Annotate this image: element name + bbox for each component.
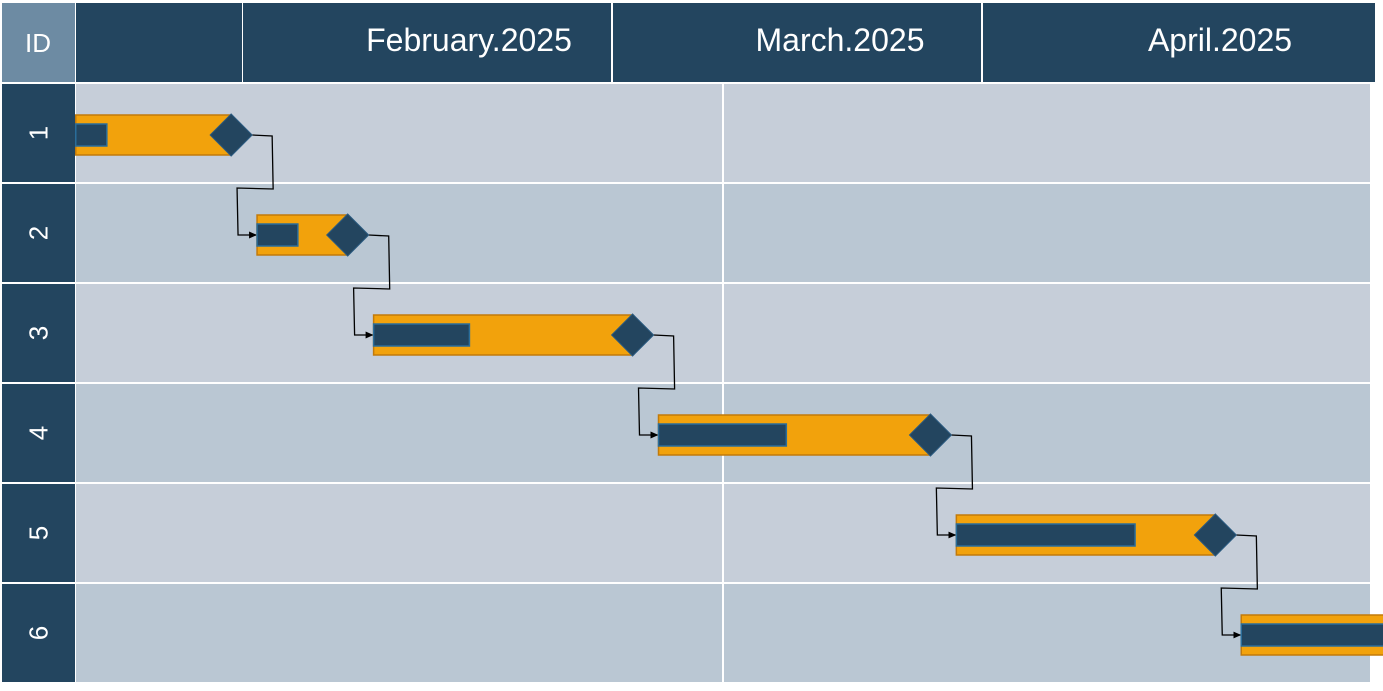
header-month-april: April.2025 — [1148, 22, 1292, 58]
task-progress — [75, 123, 108, 147]
dependency-links — [236, 134, 1259, 639]
milestone-diamond[interactable] — [1193, 513, 1238, 557]
task-id-label: 1 — [24, 126, 54, 140]
header-month-march: March.2025 — [756, 22, 925, 58]
task-id-label: 4 — [24, 426, 54, 440]
id-cell — [2, 384, 75, 482]
milestone-diamond[interactable] — [209, 113, 253, 157]
task-progress — [955, 523, 1136, 547]
header-cell-blank — [76, 3, 242, 82]
task-id-label: 6 — [24, 626, 54, 640]
dependency-link — [1220, 534, 1259, 639]
header-cell-february — [243, 3, 611, 82]
task-id-label: 3 — [24, 326, 54, 340]
id-cell — [2, 484, 75, 582]
task-id-label: 2 — [24, 226, 54, 240]
id-cell — [2, 284, 75, 382]
dependency-link — [935, 434, 974, 539]
task-bars — [75, 113, 1383, 656]
id-header-cell — [2, 3, 75, 82]
milestone-diamond[interactable] — [908, 413, 953, 457]
task-id-label: 5 — [24, 526, 54, 540]
milestone-diamond[interactable] — [610, 313, 655, 357]
task-progress — [256, 223, 299, 247]
timeline-header: ID February.2025 March.2025 April.2025 — [2, 3, 1375, 82]
id-cell — [2, 584, 75, 682]
header-month-february: February.2025 — [366, 22, 572, 58]
task-progress — [657, 423, 788, 447]
id-cell — [2, 184, 75, 282]
dependency-link — [236, 134, 274, 239]
header-cell-april — [983, 3, 1375, 82]
dependency-link — [352, 234, 391, 339]
id-column: 1 2 3 4 5 6 — [2, 84, 75, 682]
header-cell-march — [613, 3, 981, 82]
grid-lines — [76, 84, 1370, 684]
task-progress — [1240, 623, 1383, 647]
task-progress — [372, 323, 471, 347]
id-header-label: ID — [25, 28, 51, 58]
dependency-link — [637, 334, 676, 439]
id-cell — [2, 84, 75, 182]
milestone-diamond[interactable] — [325, 213, 370, 257]
